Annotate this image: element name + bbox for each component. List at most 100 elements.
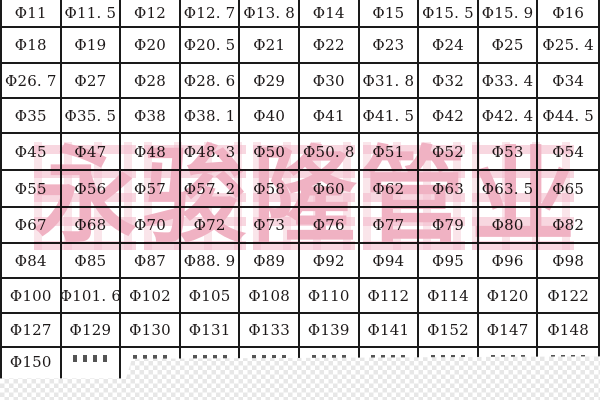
table-cell: Φ73 — [240, 208, 300, 244]
table-cell: Φ48 — [121, 134, 181, 171]
table-cell: Φ94 — [359, 244, 420, 279]
table-cell: Φ12. 7 — [180, 0, 241, 28]
table-cell: Φ67 — [2, 208, 62, 244]
table-cell: Φ57 — [121, 171, 181, 208]
table-cell: Φ41 — [299, 99, 360, 134]
table-cell: Φ105 — [180, 279, 241, 314]
table-cell: Φ28. 6 — [180, 64, 241, 99]
table-cell: Φ15. 9 — [478, 0, 539, 28]
table-cell: Φ20 — [121, 28, 181, 64]
cutoff-glyph-fragment — [132, 355, 167, 362]
table-cell: Φ33. 4 — [478, 64, 539, 99]
table-cell: Φ57. 2 — [180, 171, 241, 208]
table-cell: Φ48. 3 — [180, 134, 241, 171]
table-cell: Φ35 — [2, 99, 62, 134]
table-cell: Φ50 — [240, 134, 300, 171]
table-cell: Φ88. 9 — [180, 244, 241, 279]
table-cell: Φ84 — [2, 244, 62, 279]
table-cell: Φ127 — [2, 314, 62, 348]
table-cell: Φ19 — [61, 28, 122, 64]
table-cell: Φ110 — [299, 279, 360, 314]
table-cell: Φ42 — [419, 99, 479, 134]
table-cell: Φ63 — [419, 171, 479, 208]
table-cell: Φ27 — [61, 64, 122, 99]
table-cell: Φ40 — [240, 99, 300, 134]
table-cell: Φ129 — [61, 314, 122, 348]
table-cell: Φ150 — [2, 348, 62, 400]
table-cell: Φ51 — [359, 134, 420, 171]
table-cell: Φ14 — [299, 0, 360, 28]
table-cell: Φ96 — [478, 244, 539, 279]
table-cell: Φ58 — [240, 171, 300, 208]
table-cell: Φ24 — [419, 28, 479, 64]
table-cell: Φ62 — [359, 171, 420, 208]
table-cell: Φ22 — [299, 28, 360, 64]
table-cell: Φ120 — [478, 279, 539, 314]
table-cell: Φ26. 7 — [2, 64, 62, 99]
table-cell: Φ38 — [121, 99, 181, 134]
table-cell: Φ42. 4 — [478, 99, 539, 134]
table-cell: Φ25. 4 — [538, 28, 598, 64]
table-cell: Φ95 — [419, 244, 479, 279]
table-cell: Φ87 — [121, 244, 181, 279]
table-cell: Φ16 — [538, 0, 598, 28]
table-cell: Φ133 — [240, 314, 300, 348]
table-cell: Φ98 — [538, 244, 598, 279]
table-cell: Φ60 — [299, 171, 360, 208]
table-cell: Φ112 — [359, 279, 420, 314]
table-cell: Φ92 — [299, 244, 360, 279]
table-cell: Φ152 — [419, 314, 479, 348]
table-cell: Φ63. 5 — [478, 171, 539, 208]
table-cell: Φ23 — [359, 28, 420, 64]
table-cell: Φ131 — [180, 314, 241, 348]
table-cell: Φ21 — [240, 28, 300, 64]
table-cell: Φ47 — [61, 134, 122, 171]
table-cell: Φ56 — [61, 171, 122, 208]
table-cell: Φ25 — [478, 28, 539, 64]
table-cell: Φ68 — [61, 208, 122, 244]
table-cell: Φ45 — [2, 134, 62, 171]
table-cell: Φ148 — [538, 314, 598, 348]
table-cell: Φ80 — [478, 208, 539, 244]
table-cell: Φ35. 5 — [61, 99, 122, 134]
table-cell: Φ20. 5 — [180, 28, 241, 64]
table-cell: Φ54 — [538, 134, 598, 171]
table-cell: Φ122 — [538, 279, 598, 314]
table-cell: Φ15. 5 — [419, 0, 479, 28]
table-cell: Φ101. 6 — [61, 279, 122, 314]
table-cell: Φ77 — [359, 208, 420, 244]
table-cell: Φ30 — [299, 64, 360, 99]
table-cell: Φ13. 8 — [240, 0, 300, 28]
table-cell: Φ34 — [538, 64, 598, 99]
table-cell: Φ31. 8 — [359, 64, 420, 99]
table-cell: Φ38. 1 — [180, 99, 241, 134]
table-cell: Φ11 — [2, 0, 62, 28]
cutoff-glyph-fragment — [73, 355, 108, 362]
table-cell: Φ82 — [538, 208, 598, 244]
table-cell: Φ89 — [240, 244, 300, 279]
table-cell: Φ55 — [2, 171, 62, 208]
table-cell: Φ70 — [121, 208, 181, 244]
table-cell: Φ147 — [478, 314, 539, 348]
table-cell: Φ139 — [299, 314, 360, 348]
table-cell: Φ53 — [478, 134, 539, 171]
table-cell: Φ85 — [61, 244, 122, 279]
table-cell: Φ65 — [538, 171, 598, 208]
table-cell: Φ18 — [2, 28, 62, 64]
table-cell: Φ32 — [419, 64, 479, 99]
table-cell: Φ76 — [299, 208, 360, 244]
table-cell: Φ44. 5 — [538, 99, 598, 134]
table-cell: Φ108 — [240, 279, 300, 314]
table-cell: Φ114 — [419, 279, 479, 314]
table-cell: Φ72 — [180, 208, 241, 244]
table-cell: Φ28 — [121, 64, 181, 99]
table-cell: Φ79 — [419, 208, 479, 244]
table-cell: Φ102 — [121, 279, 181, 314]
table-cell: Φ52 — [419, 134, 479, 171]
table-cell: Φ15 — [359, 0, 420, 28]
table-cell: Φ130 — [121, 314, 181, 348]
table-cell: Φ11. 5 — [61, 0, 122, 28]
table-cell — [62, 348, 122, 400]
